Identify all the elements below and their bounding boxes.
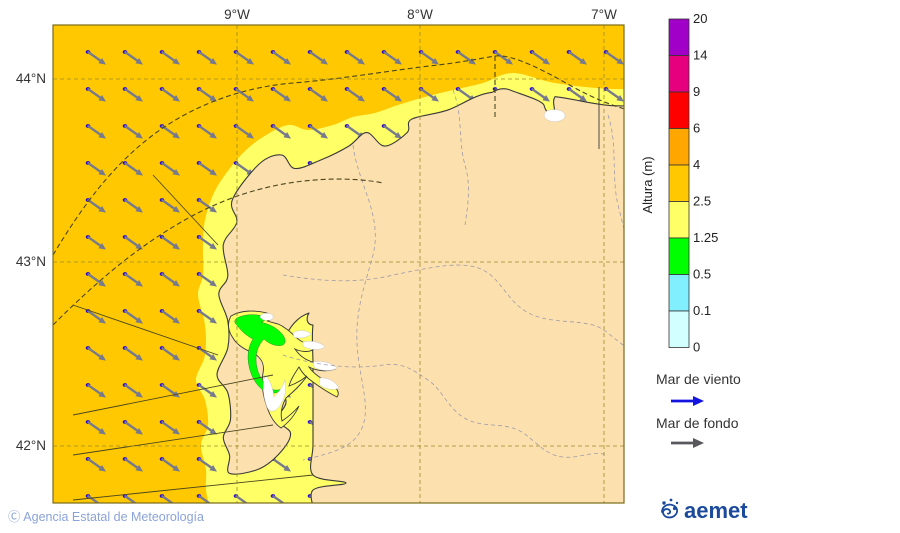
svg-text:14: 14 bbox=[693, 48, 707, 63]
svg-text:4: 4 bbox=[693, 157, 700, 172]
svg-text:0.5: 0.5 bbox=[693, 267, 711, 282]
svg-text:aemet: aemet bbox=[684, 498, 748, 523]
svg-text:1.25: 1.25 bbox=[693, 230, 718, 245]
svg-text:9: 9 bbox=[693, 84, 700, 99]
svg-text:6: 6 bbox=[693, 121, 700, 136]
svg-text:Mar de fondo: Mar de fondo bbox=[656, 415, 739, 431]
svg-text:9°W: 9°W bbox=[224, 7, 250, 22]
svg-text:0: 0 bbox=[693, 340, 700, 355]
svg-text:20: 20 bbox=[693, 11, 707, 26]
svg-text:Mar de viento: Mar de viento bbox=[656, 371, 741, 387]
svg-text:43°N: 43°N bbox=[16, 254, 46, 269]
svg-text:2.5: 2.5 bbox=[693, 194, 711, 209]
svg-text:Ⓒ Agencia Estatal de Meteorolo: Ⓒ Agencia Estatal de Meteorología bbox=[8, 510, 204, 524]
svg-text:Altura (m): Altura (m) bbox=[640, 156, 655, 213]
svg-text:7°W: 7°W bbox=[591, 7, 617, 22]
svg-text:42°N: 42°N bbox=[16, 438, 46, 453]
svg-text:8°W: 8°W bbox=[407, 7, 433, 22]
svg-text:0.1: 0.1 bbox=[693, 303, 711, 318]
svg-text:44°N: 44°N bbox=[16, 71, 46, 86]
